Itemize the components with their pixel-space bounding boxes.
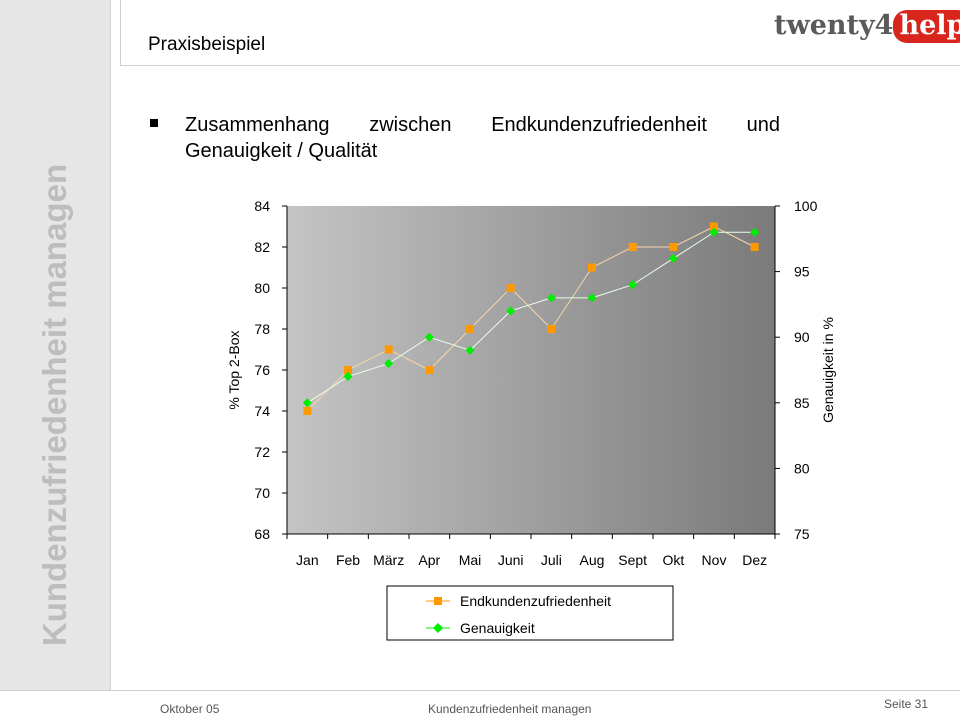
legend-marker-genauigkeit [433, 623, 443, 633]
right-tick-label: 90 [794, 329, 810, 345]
logo-text: twenty4 [774, 10, 894, 41]
legend-marker-endkunden [434, 597, 442, 605]
left-tick-label: 82 [254, 239, 270, 255]
data-point-genauigkeit [709, 227, 719, 237]
left-tick-label: 78 [254, 321, 270, 337]
legend-box [386, 585, 674, 641]
legend-label-genauigkeit: Genauigkeit [460, 620, 535, 636]
data-point-genauigkeit [302, 398, 312, 408]
right-tick-label: 100 [794, 198, 818, 214]
x-tick-label: Apr [418, 552, 440, 568]
x-tick-label: Mai [459, 552, 482, 568]
right-axis: 75 80 85 90 95 100 [774, 198, 818, 542]
x-tick-label: Sept [618, 552, 647, 568]
series-layer [302, 222, 760, 415]
data-point-endkunden [669, 243, 678, 251]
data-point-endkunden [628, 243, 637, 251]
data-point-endkunden [710, 222, 718, 231]
left-tick-label: 72 [254, 444, 270, 460]
data-point-endkunden [425, 366, 434, 374]
plot-area [287, 206, 775, 534]
logo-highlight: help [893, 10, 960, 43]
left-tick-label: 70 [254, 485, 270, 501]
left-tick-label: 84 [254, 198, 270, 214]
data-point-genauigkeit [424, 332, 434, 342]
footer-date: Oktober 05 [160, 702, 220, 716]
data-point-endkunden [588, 263, 596, 272]
data-point-genauigkeit [384, 358, 394, 368]
legend-label-endkunden: Endkundenzufriedenheit [460, 593, 611, 609]
data-point-endkunden [466, 325, 474, 333]
data-point-endkunden [506, 284, 515, 292]
data-point-endkunden [344, 366, 352, 374]
header-divider-vertical [120, 0, 121, 65]
data-point-genauigkeit [628, 280, 638, 290]
right-tick-label: 80 [794, 460, 810, 476]
data-point-genauigkeit [668, 253, 678, 263]
section-title: Praxisbeispiel [148, 34, 266, 55]
left-axis: 68 70 72 74 76 78 80 82 84 [254, 198, 288, 542]
right-tick-label: 85 [794, 395, 810, 411]
footer-divider [0, 690, 960, 691]
bullet-icon [150, 119, 158, 127]
y-axis-label: % Top 2-Box [226, 330, 242, 409]
left-tick-label: 80 [254, 280, 270, 296]
slide-heading: Zusammenhang zwischen Endkundenzufrieden… [185, 114, 780, 162]
x-tick-label: März [373, 552, 404, 568]
left-tick-label: 74 [254, 403, 270, 419]
x-tick-label: Feb [336, 552, 360, 568]
chart-legend: Endkundenzufriedenheit Genauigkeit [386, 585, 674, 641]
data-point-endkunden [303, 407, 312, 415]
data-point-genauigkeit [587, 293, 597, 303]
right-tick-label: 95 [794, 264, 810, 280]
data-point-endkunden [384, 345, 393, 354]
right-tick-label: 75 [794, 526, 810, 542]
left-tick-label: 76 [254, 362, 270, 378]
sidebar: Kundenzufriedenheit managen [0, 0, 111, 690]
data-point-genauigkeit [546, 293, 556, 303]
data-point-genauigkeit [506, 306, 516, 316]
data-point-genauigkeit [343, 372, 353, 382]
data-point-endkunden [750, 243, 759, 251]
series-line-1 [306, 225, 755, 412]
series-line-2 [307, 231, 755, 404]
left-tick-label: 68 [254, 526, 270, 542]
x-tick-label: Okt [662, 552, 684, 568]
header-divider [120, 65, 960, 66]
data-point-endkunden [547, 325, 556, 333]
footer-title: Kundenzufriedenheit managen [428, 702, 592, 716]
data-point-genauigkeit [750, 227, 760, 237]
x-tick-label: Jan [296, 552, 319, 568]
page-number: Seite 31 [884, 697, 929, 711]
company-logo: twenty4 help [774, 10, 960, 43]
x-tick-label: Aug [580, 552, 605, 568]
x-tick-label: Juli [541, 552, 562, 568]
x-tick-label: Nov [702, 552, 727, 568]
data-point-genauigkeit [465, 345, 475, 355]
x-tick-label: Juni [498, 552, 524, 568]
y2-axis-label: Genauigkeit in % [820, 317, 836, 423]
x-axis: Jan Feb März Apr Mai Juni Juli Aug Sept Okt Nov Dez [286, 533, 776, 568]
x-tick-label: Dez [742, 552, 767, 568]
